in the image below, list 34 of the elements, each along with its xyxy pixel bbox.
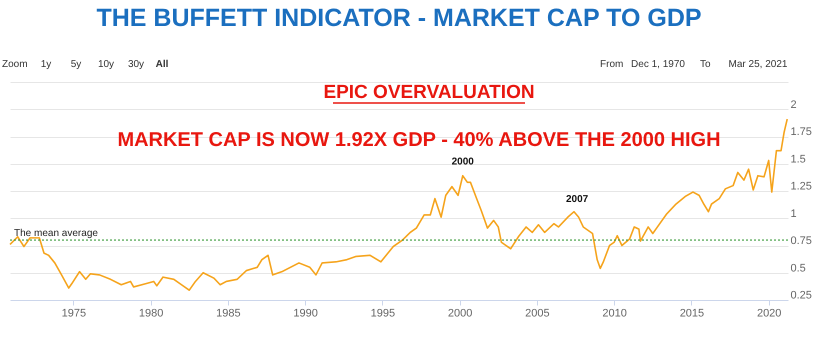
x-tick-label: 2015 — [680, 308, 704, 320]
text: 5y — [70, 59, 82, 70]
x-tick-label: 2010 — [602, 308, 627, 320]
x-tick-label: 2000 — [448, 308, 472, 320]
y-tick-label: 1.75 — [790, 126, 812, 138]
text: Dec 1, 1970 — [631, 59, 686, 70]
chart-title: THE BUFFETT INDICATOR - MARKET CAP TO GDP — [96, 4, 702, 32]
x-tick-label: 2005 — [525, 308, 550, 320]
text: To — [700, 59, 711, 70]
x-tick-label: 2020 — [756, 308, 782, 320]
x-tick-label: 1985 — [216, 308, 241, 320]
y-tick-label: 0.5 — [790, 262, 806, 274]
text: 10y — [98, 59, 114, 70]
annotation: EPIC OVERVALUATION — [323, 82, 535, 103]
text: All — [156, 59, 169, 70]
y-tick-label: 1.25 — [790, 180, 812, 192]
text: Mar 25, 2021 — [728, 59, 788, 70]
text: Zoom — [2, 59, 28, 70]
annotation: 2000 — [452, 156, 474, 168]
y-tick-label: 2 — [790, 98, 797, 111]
y-tick-label: 0.75 — [790, 235, 812, 247]
x-tick-label: 1975 — [62, 308, 86, 320]
text: 1y — [40, 59, 52, 70]
ref-line-label: The mean average — [14, 228, 98, 240]
y-tick-label: 1 — [790, 208, 797, 220]
x-tick-label: 1990 — [293, 308, 318, 320]
x-tick-label: 1995 — [370, 308, 396, 320]
text: From — [600, 59, 624, 70]
text: 30y — [128, 59, 144, 70]
annotation: 2007 — [566, 194, 589, 205]
y-tick-label: 1.5 — [790, 153, 806, 166]
x-tick-label: 1980 — [138, 308, 164, 320]
y-tick-label: 0.25 — [790, 290, 812, 302]
annotation: MARKET CAP IS NOW 1.92X GDP - 40% ABOVE THE 2000 HIGH — [117, 129, 721, 151]
